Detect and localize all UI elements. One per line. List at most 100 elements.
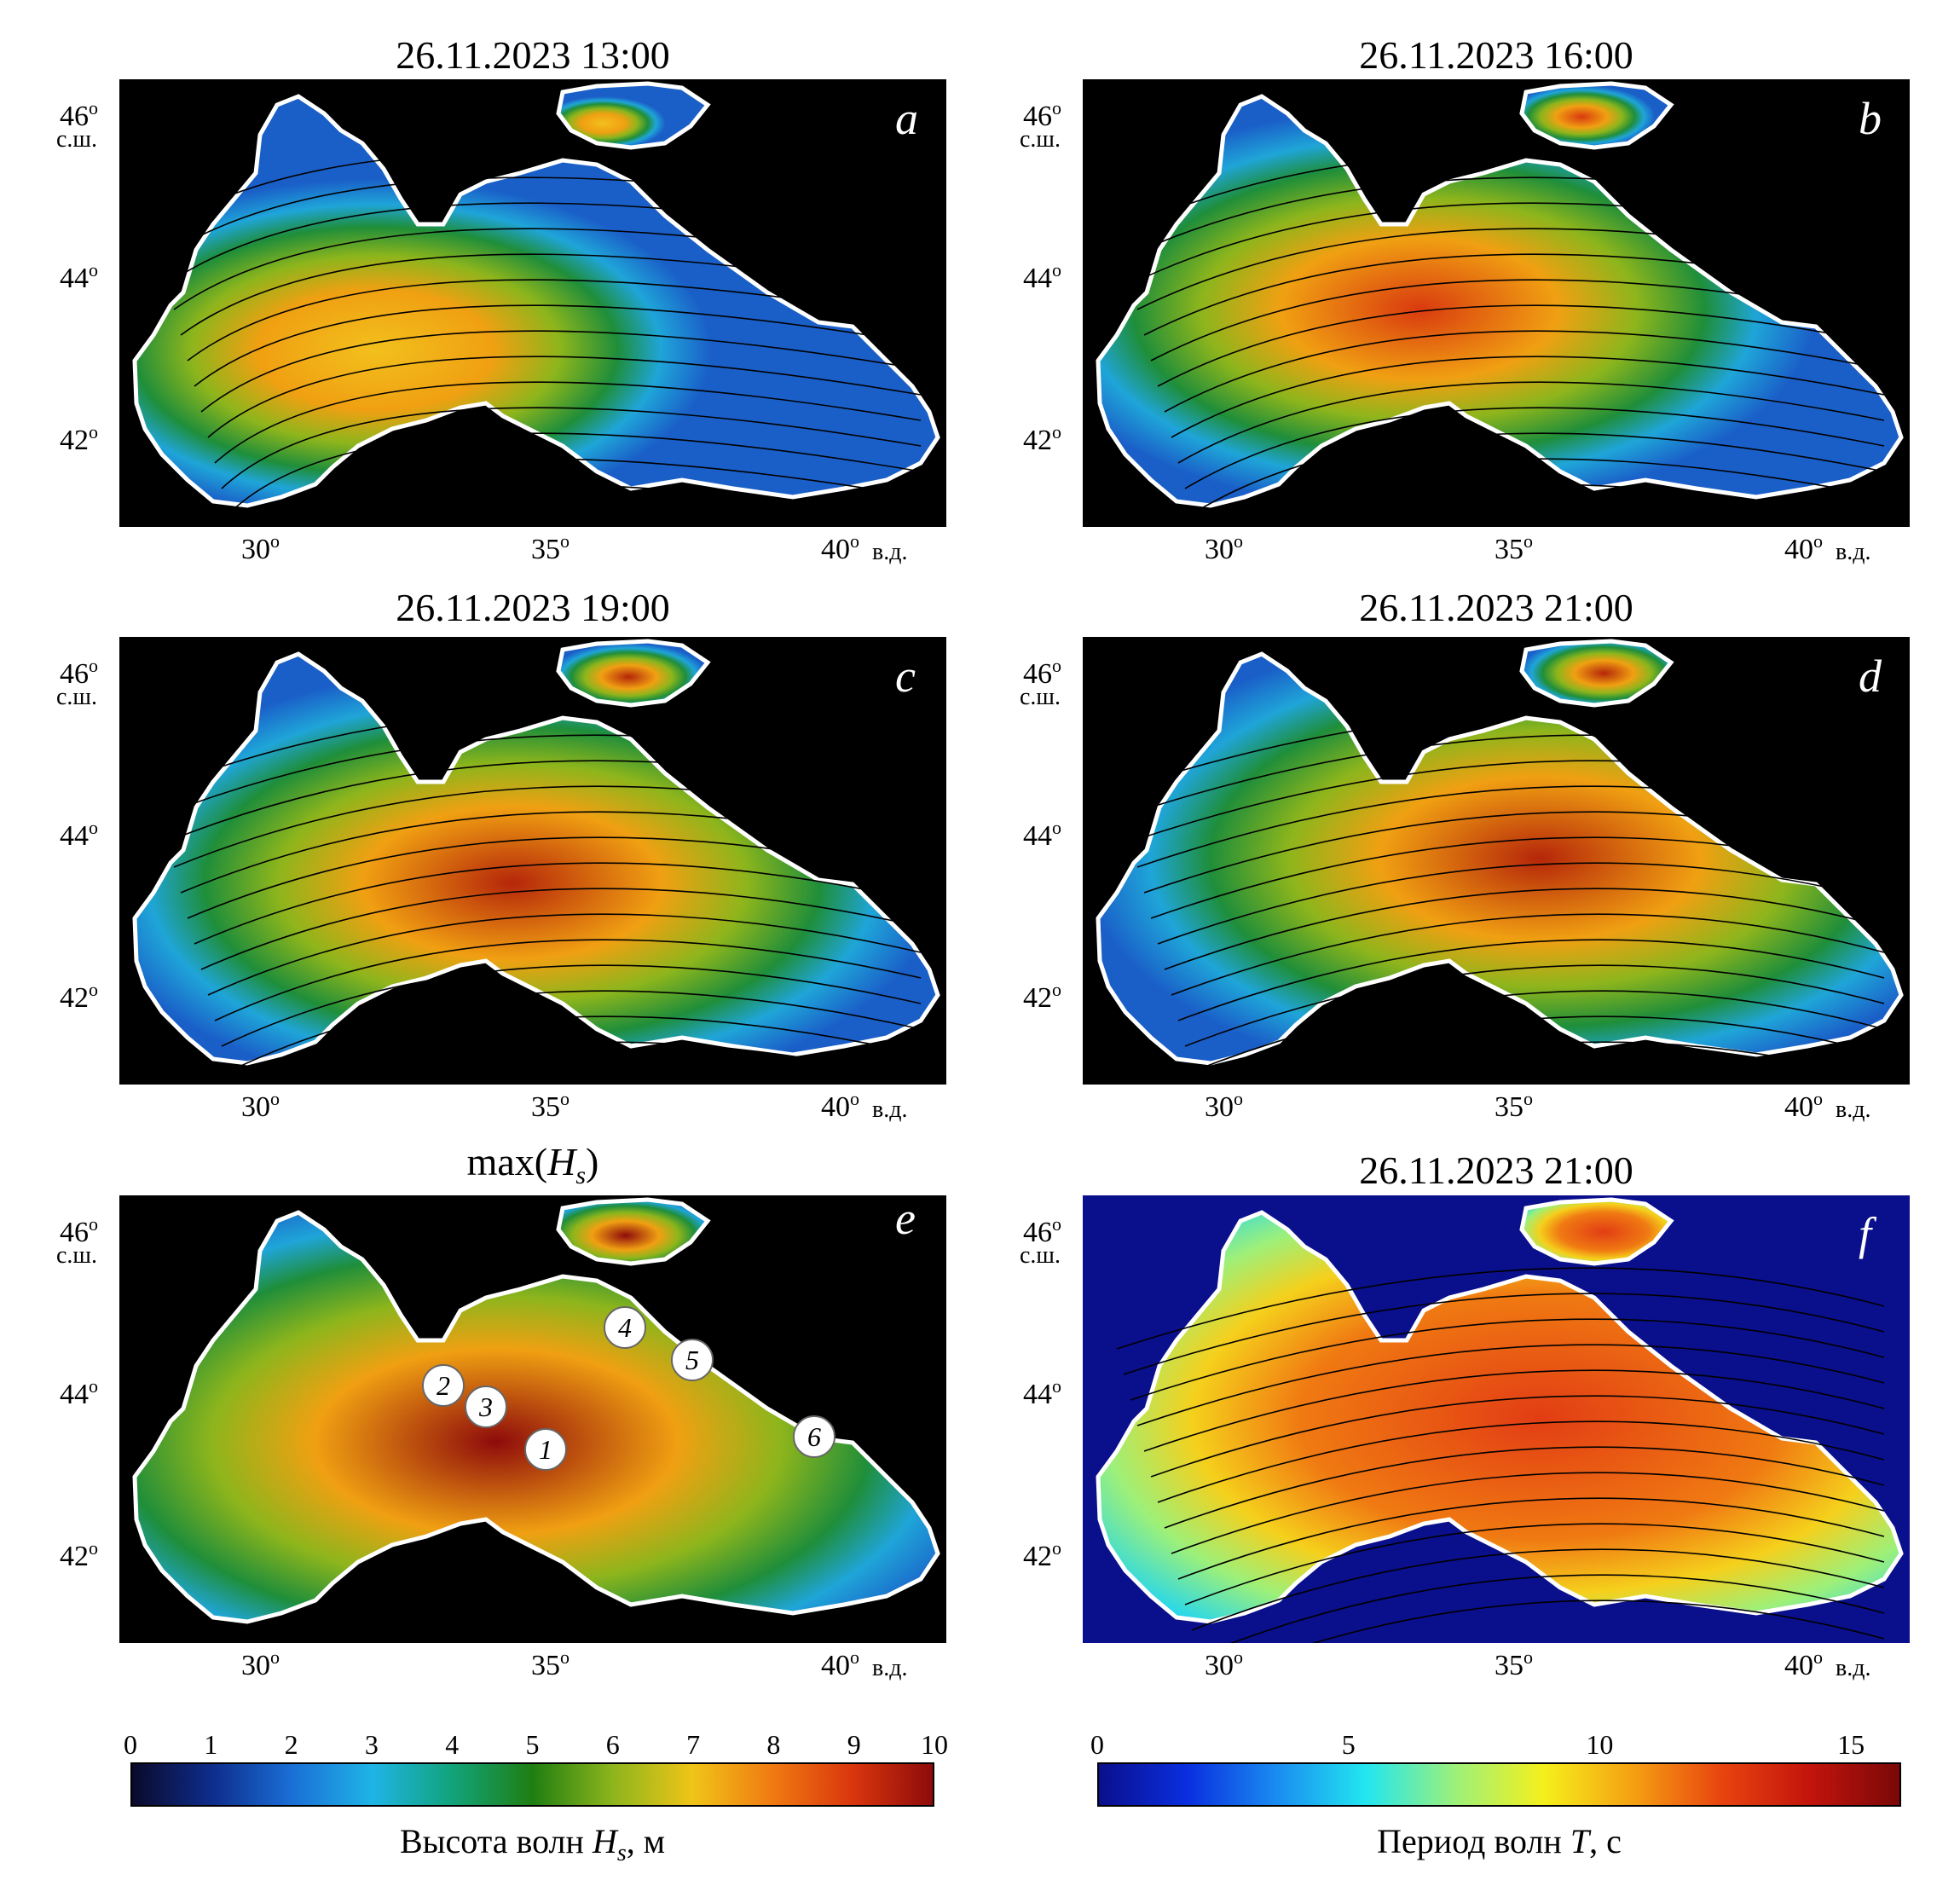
lon-tick-label: 40o <box>1784 1088 1823 1123</box>
lon-tick-label: 35o <box>531 1646 569 1681</box>
streamline <box>159 176 922 259</box>
colorbar-tick-label: 4 <box>445 1729 460 1760</box>
panel-d-title: 26.11.2023 21:00 <box>1359 586 1633 629</box>
panel-letter-b: b <box>1859 93 1882 144</box>
streamline <box>1164 1446 1885 1529</box>
lon-tick-label: 35o <box>1495 1088 1533 1123</box>
lon-tick-label: 35o <box>1495 530 1533 565</box>
streamline <box>1143 253 1885 336</box>
streamline <box>1177 939 1885 1021</box>
streamline <box>194 862 922 945</box>
map-svg-f <box>1083 1195 1910 1643</box>
lat-tick-label: 44o <box>60 817 98 852</box>
streamline <box>1123 176 1885 259</box>
streamline <box>1116 1267 1885 1350</box>
streamline <box>1136 1344 1885 1426</box>
station-marker-5: 5 <box>671 1339 714 1381</box>
streamline <box>1116 151 1885 234</box>
colorbar-tick-label: 0 <box>1090 1729 1104 1760</box>
streamline <box>214 939 922 1021</box>
streamline <box>331 1041 922 1085</box>
streamline <box>200 888 922 970</box>
lat-tick-label: 42o <box>1023 979 1061 1014</box>
lon-tick-label: 40o <box>1784 1646 1823 1681</box>
lon-unit: в.д. <box>1836 1655 1871 1681</box>
streamline <box>153 709 922 791</box>
streamline <box>1184 1523 1885 1605</box>
streamline <box>1184 964 1885 1047</box>
lat-unit: с.ш. <box>56 1242 97 1269</box>
panel-b-title: 26.11.2023 16:00 <box>1359 33 1633 77</box>
lat-tick-label: 42o <box>1023 421 1061 456</box>
streamline <box>1171 1472 1885 1554</box>
streamline <box>1157 1420 1885 1503</box>
lon-tick-label: 35o <box>1495 1646 1533 1681</box>
streamline <box>221 407 922 489</box>
streamline <box>166 760 922 842</box>
streamline <box>1150 279 1885 362</box>
streamline <box>1191 432 1885 515</box>
colorbar-tick-label: 0 <box>124 1729 137 1760</box>
streamline <box>1171 356 1885 438</box>
lat-tick-label: 42o <box>60 421 98 456</box>
lat-tick-label: 46o <box>60 97 98 132</box>
streamline <box>1157 862 1885 945</box>
lon-tick-label: 40o <box>821 530 859 565</box>
lat-tick-label: 44o <box>1023 259 1061 294</box>
lon-tick-label: 40o <box>821 1088 859 1123</box>
lat-tick-label: 46o <box>1023 97 1061 132</box>
lon-tick-label: 30o <box>241 1088 280 1123</box>
streamline <box>173 785 922 868</box>
streamline <box>187 836 922 919</box>
lat-unit: с.ш. <box>56 126 97 153</box>
panel-letter-e: e <box>895 1193 916 1244</box>
streamline <box>228 990 922 1073</box>
streamline <box>1130 202 1885 285</box>
colorbar-wave-height <box>130 1762 934 1807</box>
lat-tick-label: 44o <box>60 1375 98 1410</box>
colorbar-tick-label: 5 <box>525 1729 540 1760</box>
map-panel-b <box>1083 79 1910 527</box>
lon-tick-label: 30o <box>1205 1646 1243 1681</box>
streamline <box>1143 811 1885 894</box>
lon-tick-label: 35o <box>531 530 569 565</box>
colorbar-tick-label: 3 <box>364 1729 379 1760</box>
streamline <box>1150 1395 1885 1478</box>
lon-tick-label: 40o <box>1784 530 1823 565</box>
colorbar-tick-label: 9 <box>847 1729 861 1760</box>
map-svg-b <box>1083 79 1910 527</box>
streamline <box>159 734 922 817</box>
lon-unit: в.д. <box>872 1096 908 1123</box>
streamline <box>1278 483 1885 527</box>
colorbar-tick-label: 5 <box>1341 1729 1356 1760</box>
streamline <box>1184 407 1885 489</box>
streamline <box>1311 1041 1885 1085</box>
colorbar-tick-label: 2 <box>284 1729 298 1760</box>
station-marker-1: 1 <box>524 1428 567 1471</box>
map-panel-c <box>119 637 946 1085</box>
lon-tick-label: 40o <box>821 1646 859 1681</box>
lat-tick-label: 42o <box>60 1537 98 1572</box>
lat-unit: с.ш. <box>56 684 97 710</box>
colorbar-tick-label: 10 <box>1586 1729 1614 1760</box>
streamline <box>173 228 922 310</box>
lon-unit: в.д. <box>1836 1096 1871 1123</box>
streamline <box>221 964 922 1047</box>
lat-tick-label: 44o <box>60 259 98 294</box>
streamline <box>166 202 922 285</box>
lat-tick-label: 46o <box>1023 1213 1061 1248</box>
map-panel-f <box>1083 1195 1910 1643</box>
panel-letter-d: d <box>1859 651 1882 702</box>
lat-tick-label: 46o <box>60 655 98 690</box>
streamline <box>228 432 922 515</box>
colorbar-tick-label: 7 <box>686 1729 701 1760</box>
colorbar-period-label: Период волн T, с <box>1377 1822 1622 1860</box>
map-panel-d <box>1083 637 1910 1085</box>
colorbar-tick-label: 10 <box>921 1729 948 1760</box>
lat-tick-label: 44o <box>1023 817 1061 852</box>
colorbar-tick-label: 6 <box>605 1729 620 1760</box>
streamline <box>1164 330 1885 413</box>
streamline <box>1191 1548 1885 1631</box>
panel-letter-c: c <box>895 651 916 702</box>
streamline <box>1136 785 1885 868</box>
